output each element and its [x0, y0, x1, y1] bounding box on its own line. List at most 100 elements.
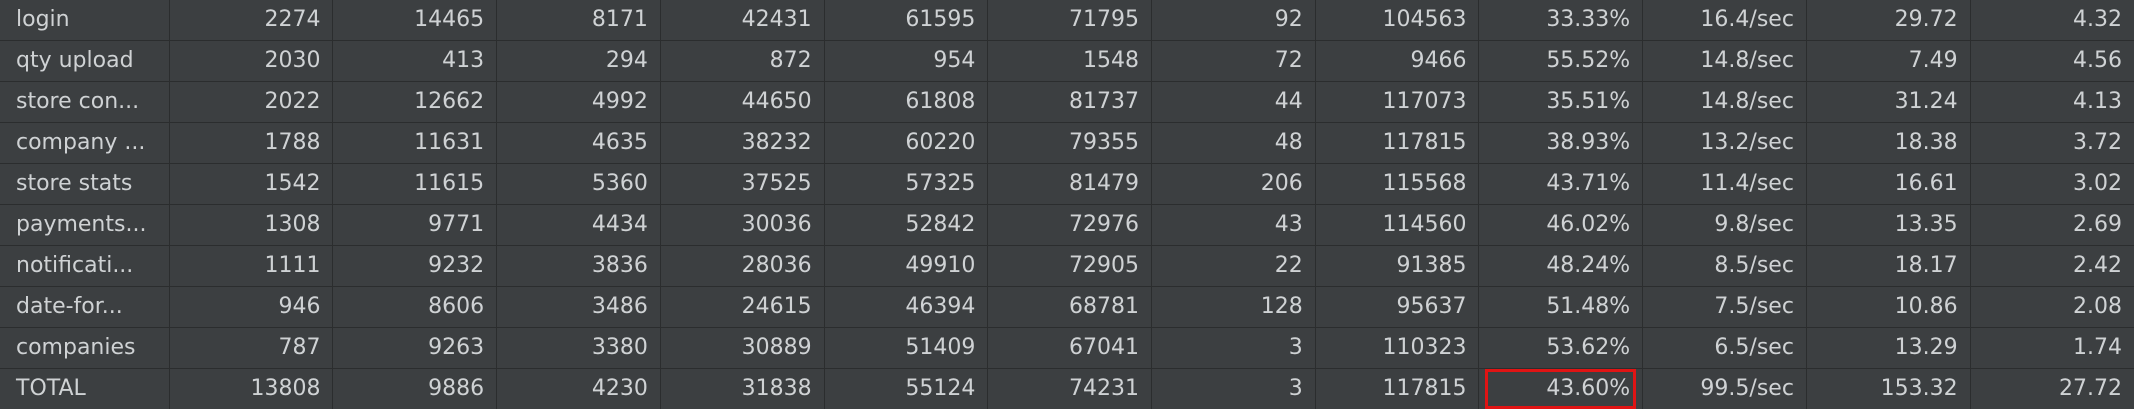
total-sent-kb: 27.72 [1970, 369, 2134, 409]
cell-received-kb: 13.35 [1806, 205, 1970, 246]
cell-error-rate: 43.71% [1479, 164, 1643, 205]
table-row[interactable]: payments... 1308 9771 4434 30036 52842 7… [0, 205, 2134, 246]
total-received-kb: 153.32 [1806, 369, 1970, 409]
cell-min: 22 [1152, 246, 1316, 287]
cell-average: 8606 [333, 287, 497, 328]
cell-max: 117815 [1315, 123, 1479, 164]
cell-99-line: 81479 [988, 164, 1152, 205]
cell-received-kb: 18.38 [1806, 123, 1970, 164]
total-99-line: 74231 [988, 369, 1152, 409]
cell-error-rate: 38.93% [1479, 123, 1643, 164]
cell-median: 3836 [497, 246, 661, 287]
cell-95-line: 60220 [824, 123, 988, 164]
cell-received-kb: 29.72 [1806, 0, 1970, 41]
cell-90-line: 872 [660, 41, 824, 82]
table-row[interactable]: company ... 1788 11631 4635 38232 60220 … [0, 123, 2134, 164]
total-row[interactable]: TOTAL 13808 9886 4230 31838 55124 74231 … [0, 369, 2134, 409]
cell-samples: 1308 [169, 205, 333, 246]
cell-99-line: 67041 [988, 328, 1152, 369]
cell-samples: 1788 [169, 123, 333, 164]
cell-90-line: 42431 [660, 0, 824, 41]
cell-throughput: 9.8/sec [1643, 205, 1807, 246]
cell-received-kb: 10.86 [1806, 287, 1970, 328]
cell-throughput: 11.4/sec [1643, 164, 1807, 205]
table-row[interactable]: companies 787 9263 3380 30889 51409 6704… [0, 328, 2134, 369]
cell-average: 9263 [333, 328, 497, 369]
row-label: company ... [0, 123, 169, 164]
cell-99-line: 79355 [988, 123, 1152, 164]
total-throughput: 99.5/sec [1643, 369, 1807, 409]
total-label: TOTAL [0, 369, 169, 409]
cell-max: 9466 [1315, 41, 1479, 82]
cell-throughput: 8.5/sec [1643, 246, 1807, 287]
cell-sent-kb: 2.42 [1970, 246, 2134, 287]
cell-median: 4992 [497, 82, 661, 123]
cell-error-rate: 35.51% [1479, 82, 1643, 123]
row-label: payments... [0, 205, 169, 246]
cell-average: 11631 [333, 123, 497, 164]
cell-average: 12662 [333, 82, 497, 123]
cell-95-line: 51409 [824, 328, 988, 369]
row-label: qty upload [0, 41, 169, 82]
cell-samples: 787 [169, 328, 333, 369]
cell-average: 9771 [333, 205, 497, 246]
cell-received-kb: 13.29 [1806, 328, 1970, 369]
cell-99-line: 72976 [988, 205, 1152, 246]
cell-error-rate: 55.52% [1479, 41, 1643, 82]
cell-median: 5360 [497, 164, 661, 205]
total-median: 4230 [497, 369, 661, 409]
cell-throughput: 16.4/sec [1643, 0, 1807, 41]
cell-received-kb: 16.61 [1806, 164, 1970, 205]
cell-sent-kb: 1.74 [1970, 328, 2134, 369]
cell-sent-kb: 4.13 [1970, 82, 2134, 123]
cell-average: 11615 [333, 164, 497, 205]
cell-sent-kb: 4.32 [1970, 0, 2134, 41]
cell-90-line: 37525 [660, 164, 824, 205]
cell-median: 3380 [497, 328, 661, 369]
table-row[interactable]: login 2274 14465 8171 42431 61595 71795 … [0, 0, 2134, 41]
cell-min: 48 [1152, 123, 1316, 164]
cell-min: 128 [1152, 287, 1316, 328]
table-row[interactable]: qty upload 2030 413 294 872 954 1548 72 … [0, 41, 2134, 82]
cell-throughput: 7.5/sec [1643, 287, 1807, 328]
cell-throughput: 13.2/sec [1643, 123, 1807, 164]
cell-samples: 946 [169, 287, 333, 328]
cell-max: 110323 [1315, 328, 1479, 369]
cell-95-line: 61595 [824, 0, 988, 41]
cell-99-line: 81737 [988, 82, 1152, 123]
total-max: 117815 [1315, 369, 1479, 409]
cell-average: 14465 [333, 0, 497, 41]
cell-error-rate: 33.33% [1479, 0, 1643, 41]
cell-95-line: 61808 [824, 82, 988, 123]
cell-sent-kb: 2.69 [1970, 205, 2134, 246]
cell-error-rate: 48.24% [1479, 246, 1643, 287]
table-row[interactable]: store con... 2022 12662 4992 44650 61808… [0, 82, 2134, 123]
cell-90-line: 30036 [660, 205, 824, 246]
cell-95-line: 46394 [824, 287, 988, 328]
cell-90-line: 24615 [660, 287, 824, 328]
table-row[interactable]: store stats 1542 11615 5360 37525 57325 … [0, 164, 2134, 205]
cell-sent-kb: 2.08 [1970, 287, 2134, 328]
cell-error-rate: 53.62% [1479, 328, 1643, 369]
cell-median: 3486 [497, 287, 661, 328]
table-row[interactable]: date-for... 946 8606 3486 24615 46394 68… [0, 287, 2134, 328]
cell-median: 4635 [497, 123, 661, 164]
cell-90-line: 28036 [660, 246, 824, 287]
cell-sent-kb: 3.72 [1970, 123, 2134, 164]
cell-throughput: 14.8/sec [1643, 41, 1807, 82]
total-90-line: 31838 [660, 369, 824, 409]
cell-error-rate: 46.02% [1479, 205, 1643, 246]
cell-sent-kb: 3.02 [1970, 164, 2134, 205]
cell-max: 104563 [1315, 0, 1479, 41]
cell-median: 4434 [497, 205, 661, 246]
cell-95-line: 57325 [824, 164, 988, 205]
cell-error-rate: 51.48% [1479, 287, 1643, 328]
cell-median: 8171 [497, 0, 661, 41]
cell-90-line: 38232 [660, 123, 824, 164]
table-row[interactable]: notificati... 1111 9232 3836 28036 49910… [0, 246, 2134, 287]
cell-max: 115568 [1315, 164, 1479, 205]
cell-samples: 1111 [169, 246, 333, 287]
cell-samples: 1542 [169, 164, 333, 205]
cell-90-line: 30889 [660, 328, 824, 369]
